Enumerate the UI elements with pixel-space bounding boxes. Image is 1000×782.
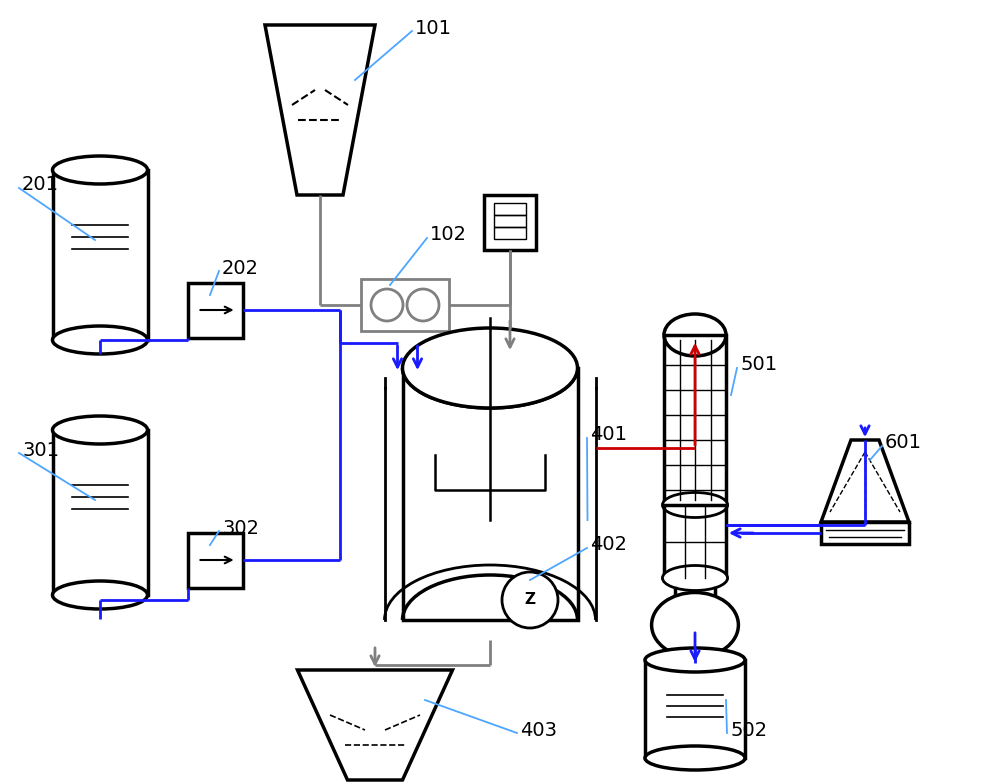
Ellipse shape xyxy=(652,593,738,658)
Text: Z: Z xyxy=(524,593,536,608)
Text: 502: 502 xyxy=(730,720,767,740)
Ellipse shape xyxy=(645,648,745,672)
Ellipse shape xyxy=(662,493,728,518)
Circle shape xyxy=(502,572,558,628)
Text: 501: 501 xyxy=(740,356,777,375)
Text: 402: 402 xyxy=(590,536,627,554)
Text: 101: 101 xyxy=(415,19,452,38)
Ellipse shape xyxy=(664,314,726,356)
Text: 601: 601 xyxy=(885,433,922,453)
Ellipse shape xyxy=(52,581,148,609)
Text: 302: 302 xyxy=(222,518,259,537)
Ellipse shape xyxy=(662,565,728,590)
Ellipse shape xyxy=(645,746,745,770)
Text: 401: 401 xyxy=(590,425,627,444)
Text: 202: 202 xyxy=(222,259,259,278)
Ellipse shape xyxy=(402,328,578,408)
Text: 201: 201 xyxy=(22,175,59,195)
Text: 301: 301 xyxy=(22,440,59,460)
Text: 403: 403 xyxy=(520,720,557,740)
Ellipse shape xyxy=(52,156,148,184)
Text: 102: 102 xyxy=(430,225,467,245)
Ellipse shape xyxy=(52,326,148,354)
Ellipse shape xyxy=(52,416,148,444)
